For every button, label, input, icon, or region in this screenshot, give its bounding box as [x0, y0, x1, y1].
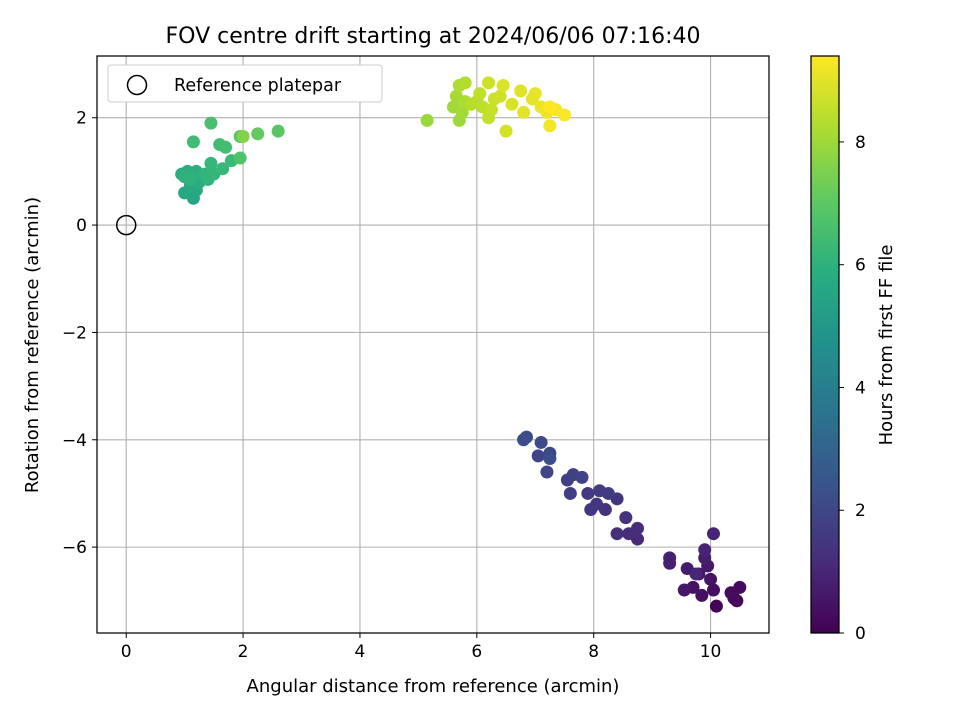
data-point	[677, 583, 691, 597]
data-point	[482, 76, 496, 90]
data-point	[499, 124, 513, 138]
y-axis-ticks: −6 −4 −2 0 2	[62, 109, 97, 558]
colorbar-tick-label: 0	[855, 624, 866, 644]
data-point	[458, 76, 472, 90]
data-point	[543, 100, 557, 114]
y-tick-label: −4	[62, 431, 87, 451]
data-point	[204, 156, 218, 170]
data-point	[557, 108, 571, 122]
data-point	[271, 124, 285, 138]
data-point	[709, 599, 723, 613]
data-point	[581, 486, 595, 500]
colorbar-label: Hours from first FF file	[876, 245, 897, 446]
data-point	[493, 89, 507, 103]
x-tick-label: 6	[471, 642, 482, 662]
data-point	[575, 470, 589, 484]
data-point	[216, 162, 230, 176]
data-point	[517, 433, 531, 447]
data-point	[204, 116, 218, 130]
x-tick-label: 4	[355, 642, 366, 662]
data-point	[543, 452, 557, 466]
x-tick-label: 10	[700, 642, 722, 662]
colorbar-tick-label: 2	[855, 501, 866, 521]
data-point	[183, 172, 197, 186]
x-tick-label: 8	[588, 642, 599, 662]
data-point	[590, 497, 604, 511]
x-tick-label: 0	[121, 642, 132, 662]
data-point	[528, 87, 542, 101]
data-point	[540, 465, 554, 479]
data-point	[473, 87, 487, 101]
y-tick-label: 2	[76, 109, 87, 129]
data-point	[698, 543, 712, 557]
colorbar-gradient	[810, 55, 840, 634]
data-point	[563, 486, 577, 500]
data-point	[663, 551, 677, 565]
data-point	[233, 151, 247, 165]
data-point	[619, 511, 633, 525]
x-tick-label: 2	[238, 642, 249, 662]
data-point	[689, 567, 703, 581]
colorbar-tick-label: 4	[855, 378, 866, 398]
data-point	[455, 105, 469, 119]
chart-title: FOV centre drift starting at 2024/06/06 …	[166, 24, 701, 49]
colorbar-tick-label: 8	[855, 133, 866, 153]
data-point	[219, 140, 233, 154]
scatter-points	[175, 76, 747, 613]
data-point	[484, 103, 498, 117]
y-axis-label: Rotation from reference (arcmin)	[22, 197, 43, 493]
y-tick-label: 0	[76, 216, 87, 236]
data-point	[186, 135, 200, 149]
data-point	[704, 572, 718, 586]
data-point	[236, 130, 250, 144]
colorbar-tick-label: 6	[855, 256, 866, 276]
data-point	[610, 527, 624, 541]
data-point	[496, 79, 510, 93]
data-point	[724, 586, 738, 600]
data-point	[420, 113, 434, 127]
data-point	[706, 527, 720, 541]
legend-box	[107, 64, 383, 103]
data-point	[505, 97, 519, 111]
data-point	[695, 588, 709, 602]
y-tick-label: −6	[62, 538, 87, 558]
data-point	[517, 105, 531, 119]
reference-marker-group	[115, 214, 137, 236]
colorbar: 0 2 4 6 8 Hours from first FF file	[810, 55, 897, 644]
legend: Reference platepar	[107, 64, 383, 103]
data-point	[543, 119, 557, 133]
plot-frame	[96, 55, 770, 634]
data-point	[531, 449, 545, 463]
data-point	[251, 127, 265, 141]
data-point	[706, 583, 720, 597]
reference-point-marker	[115, 214, 137, 236]
data-point	[534, 435, 548, 449]
x-axis-ticks: 0 2 4 6 8 10	[121, 633, 722, 662]
y-tick-label: −2	[62, 323, 87, 343]
data-point	[622, 527, 636, 541]
legend-entry: Reference platepar	[174, 76, 342, 96]
legend-marker-icon	[126, 74, 148, 96]
data-point	[601, 486, 615, 500]
data-point	[514, 84, 528, 98]
x-axis-label: Angular distance from reference (arcmin)	[247, 676, 620, 697]
colorbar-ticks: 0 2 4 6 8	[839, 133, 866, 644]
